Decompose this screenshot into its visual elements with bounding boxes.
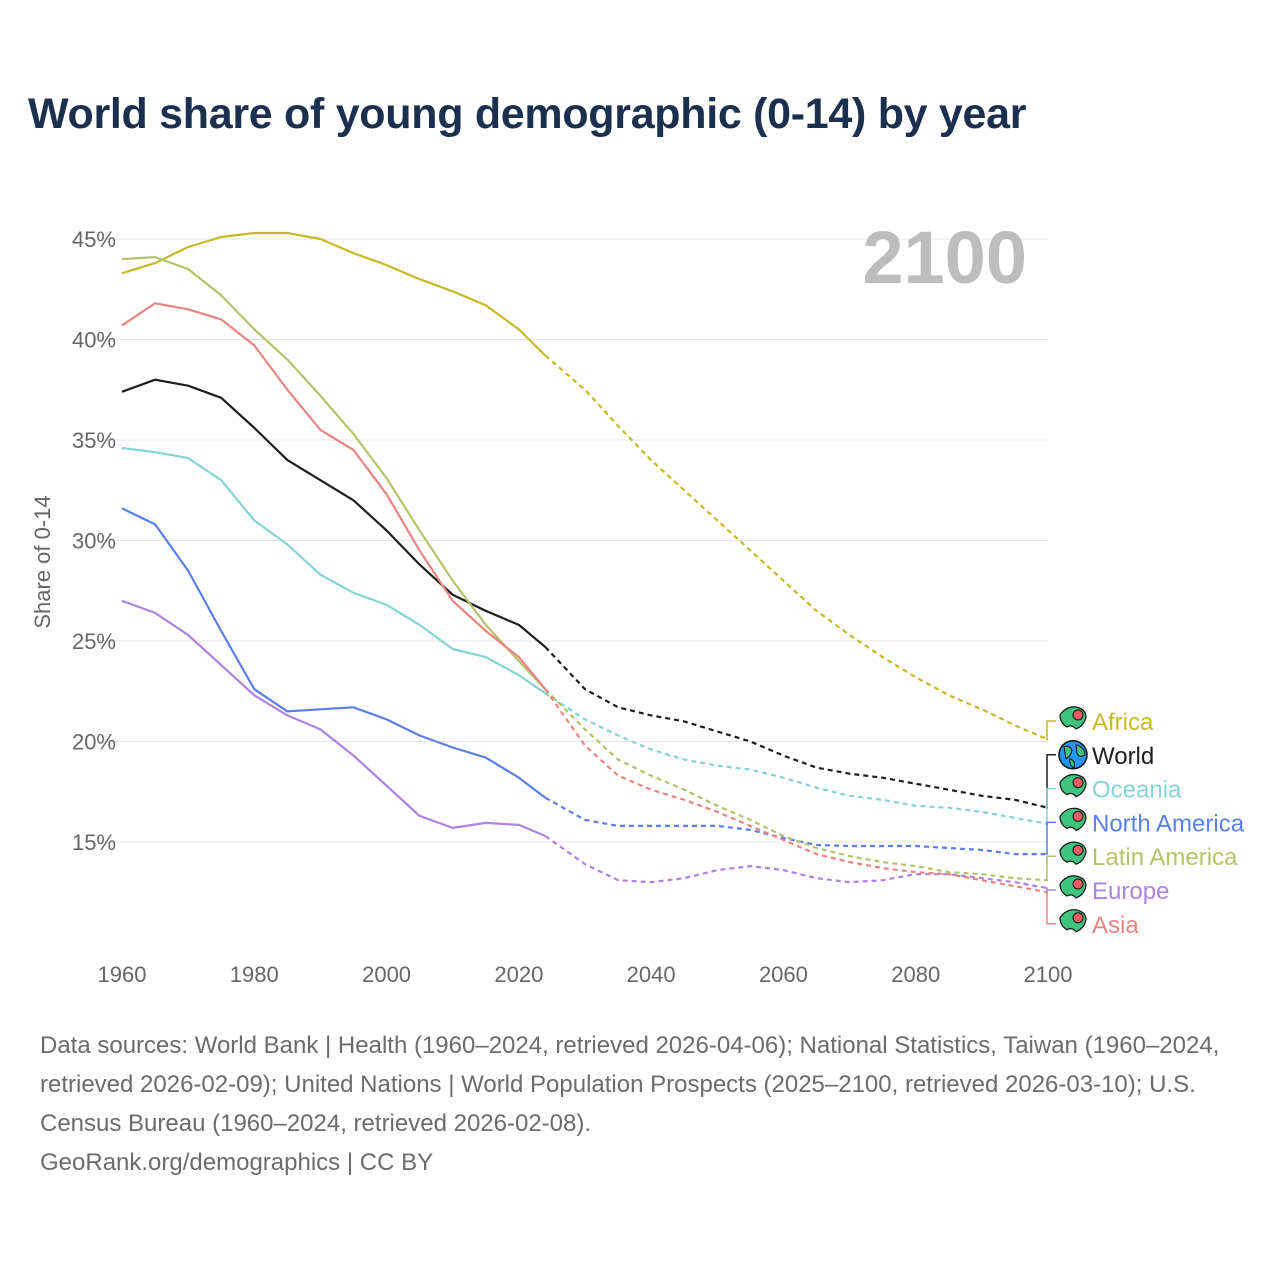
europe-map-icon <box>1059 875 1087 899</box>
x-tick-label: 2020 <box>494 962 543 987</box>
legend-item-europe: Europe <box>1046 875 1169 905</box>
legend-connector <box>1046 754 1056 809</box>
legend-label: Asia <box>1092 912 1139 939</box>
historical-line <box>121 378 547 648</box>
legend-label: Oceania <box>1092 777 1182 804</box>
x-tick-label: 2060 <box>759 962 808 987</box>
historical-line <box>121 256 547 690</box>
legend-label: Africa <box>1092 709 1154 736</box>
historical-line <box>121 446 546 695</box>
series-oceania <box>121 446 1049 825</box>
north-america-map-icon <box>1059 807 1087 832</box>
gridlines <box>100 238 1048 843</box>
globe-land <box>1063 744 1086 769</box>
line-chart: 15% 20% 25% 30% 35% 40% 45% 1960 1980 2000 2020 20… <box>30 216 1245 987</box>
legend: Africa World Oceania North America Latin Ame… <box>1046 706 1245 939</box>
legend-connector <box>1046 855 1056 881</box>
oceania-map-icon <box>1059 773 1087 798</box>
y-tick-label: 30% <box>72 529 116 554</box>
x-axis-ticks: 1960 1980 2000 2020 2040 2060 2080 2100 <box>98 962 1073 987</box>
x-tick-label: 2000 <box>362 962 411 987</box>
series-latin-america <box>121 256 1049 882</box>
projection-line <box>544 692 1049 825</box>
series-north-america <box>121 507 1048 856</box>
data-sources: Data sources: World Bank | Health (1960–… <box>40 1032 1220 1137</box>
legend-item-latin-america: Latin America <box>1046 841 1238 881</box>
credit-link[interactable]: GeoRank.org/demographics | CC BY <box>40 1149 434 1176</box>
projection-line <box>544 796 1048 856</box>
current-year-label: 2100 <box>862 216 1027 299</box>
location-pin <box>1072 709 1084 721</box>
y-tick-label: 35% <box>72 428 116 453</box>
africa-map-icon <box>1059 706 1087 730</box>
legend-item-north-america: North America <box>1046 807 1245 855</box>
y-tick-label: 40% <box>72 328 116 353</box>
legend-connector <box>1046 787 1056 825</box>
x-tick-label: 1980 <box>230 962 279 987</box>
location-pin <box>1072 912 1084 924</box>
legend-item-world: World <box>1046 740 1154 809</box>
legend-connector <box>1046 720 1056 741</box>
x-tick-label: 1960 <box>98 962 147 987</box>
legend-item-asia: Asia <box>1046 891 1139 939</box>
legend-connector <box>1046 887 1056 891</box>
series-world <box>121 378 1049 809</box>
x-tick-label: 2100 <box>1024 962 1073 987</box>
series-asia <box>121 302 1049 894</box>
location-pin <box>1072 810 1084 822</box>
projection-line <box>544 688 1049 894</box>
asia-map-icon <box>1059 909 1087 933</box>
projection-line <box>544 835 1049 890</box>
historical-line <box>121 599 546 838</box>
location-pin <box>1072 844 1084 856</box>
historical-line <box>121 507 546 799</box>
y-tick-label: 45% <box>72 227 116 252</box>
legend-label: North America <box>1092 810 1245 837</box>
legend-label: World <box>1092 743 1154 770</box>
historical-line <box>121 302 547 690</box>
globe-icon <box>1058 740 1088 770</box>
location-pin <box>1072 777 1084 789</box>
legend-connector <box>1046 821 1056 855</box>
footer: Data sources: World Bank | Health (1960–… <box>40 1026 1250 1182</box>
series-lines <box>121 231 1049 894</box>
location-pin <box>1072 878 1084 890</box>
legend-label: Europe <box>1092 878 1169 905</box>
legend-label: Latin America <box>1092 844 1238 871</box>
legend-item-africa: Africa <box>1046 706 1154 741</box>
y-tick-label: 25% <box>72 629 116 654</box>
historical-line <box>121 231 547 357</box>
projection-line <box>544 354 1049 741</box>
latin-america-map-icon <box>1059 841 1087 865</box>
x-tick-label: 2040 <box>627 962 676 987</box>
projection-line <box>544 688 1049 882</box>
x-tick-label: 2080 <box>891 962 940 987</box>
y-tick-label: 15% <box>72 830 116 855</box>
y-axis-ticks: 15% 20% 25% 30% 35% 40% 45% <box>72 227 116 855</box>
y-tick-label: 20% <box>72 730 116 755</box>
series-africa <box>121 231 1049 741</box>
y-axis-label: Share of 0-14 <box>30 495 55 628</box>
legend-item-oceania: Oceania <box>1046 773 1182 825</box>
chart-title: World share of young demographic (0-14) … <box>28 90 1027 138</box>
legend-connector <box>1046 891 1056 925</box>
projection-line <box>544 646 1049 809</box>
